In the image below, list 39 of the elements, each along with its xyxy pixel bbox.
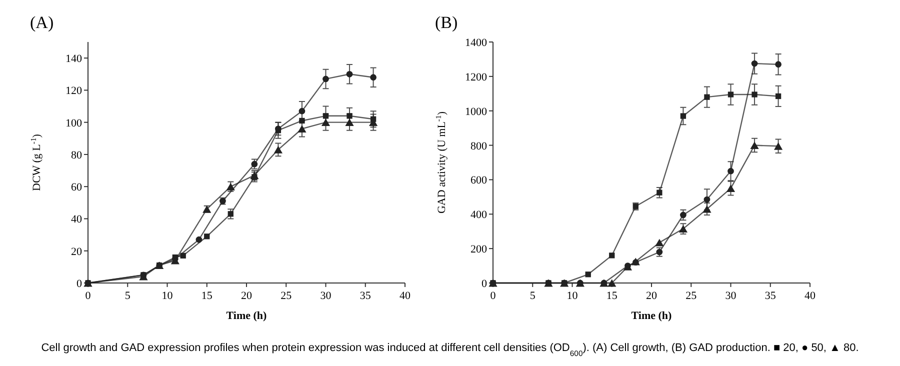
x-tick-label: 30 xyxy=(725,290,737,302)
y-tick-label: 600 xyxy=(470,174,488,187)
y-tick-label: 140 xyxy=(66,53,82,66)
x-tick-label: 0 xyxy=(85,290,92,302)
x-tick-label: 15 xyxy=(201,290,213,302)
x-tick-label: 5 xyxy=(530,290,536,302)
x-tick-label: 10 xyxy=(566,290,578,302)
x-tick-label: 25 xyxy=(280,290,292,302)
y-tick-label: 800 xyxy=(470,140,488,152)
x-tick-label: 0 xyxy=(490,290,496,302)
x-tick-label: 20 xyxy=(241,290,252,302)
y-tick-label: 120 xyxy=(66,85,82,98)
y-tick-label: 0 xyxy=(482,278,488,290)
x-tick-label: 40 xyxy=(400,290,411,302)
y-tick-label: 400 xyxy=(470,209,488,222)
x-axis-title: Time (h) xyxy=(631,310,672,322)
y-tick-label: 60 xyxy=(71,182,82,194)
y-tick-label: 1400 xyxy=(465,37,488,49)
x-tick-label: 25 xyxy=(686,290,698,302)
x-tick-label: 35 xyxy=(764,290,776,302)
x-tick-label: 35 xyxy=(360,290,372,302)
y-tick-label: 1000 xyxy=(465,106,488,118)
x-axis-title: Time (h) xyxy=(226,310,268,322)
x-tick-label: 30 xyxy=(320,290,332,302)
x-tick-label: 15 xyxy=(606,290,618,302)
text: Cell growth and GAD expression profiles when protein expression was induced at different cell densities (OD$_{600}$). (A) Cell growth, (B) GAD production. ■ 20, ● 50, ▲ 80. xyxy=(41,342,859,358)
chart-title: (A) xyxy=(30,13,54,32)
y-tick-label: 20 xyxy=(71,246,82,258)
chart-title: (B) xyxy=(435,13,458,32)
x-tick-label: 5 xyxy=(124,290,131,302)
y-tick-label: 100 xyxy=(66,117,82,130)
y-tick-label: 40 xyxy=(71,214,82,226)
x-tick-label: 10 xyxy=(162,290,174,302)
x-tick-label: 40 xyxy=(804,290,816,302)
y-tick-label: 80 xyxy=(71,149,82,162)
y-tick-label: 200 xyxy=(470,244,488,256)
y-tick-label: 1200 xyxy=(465,71,488,84)
x-tick-label: 20 xyxy=(646,290,658,302)
y-tick-label: 0 xyxy=(76,278,82,290)
